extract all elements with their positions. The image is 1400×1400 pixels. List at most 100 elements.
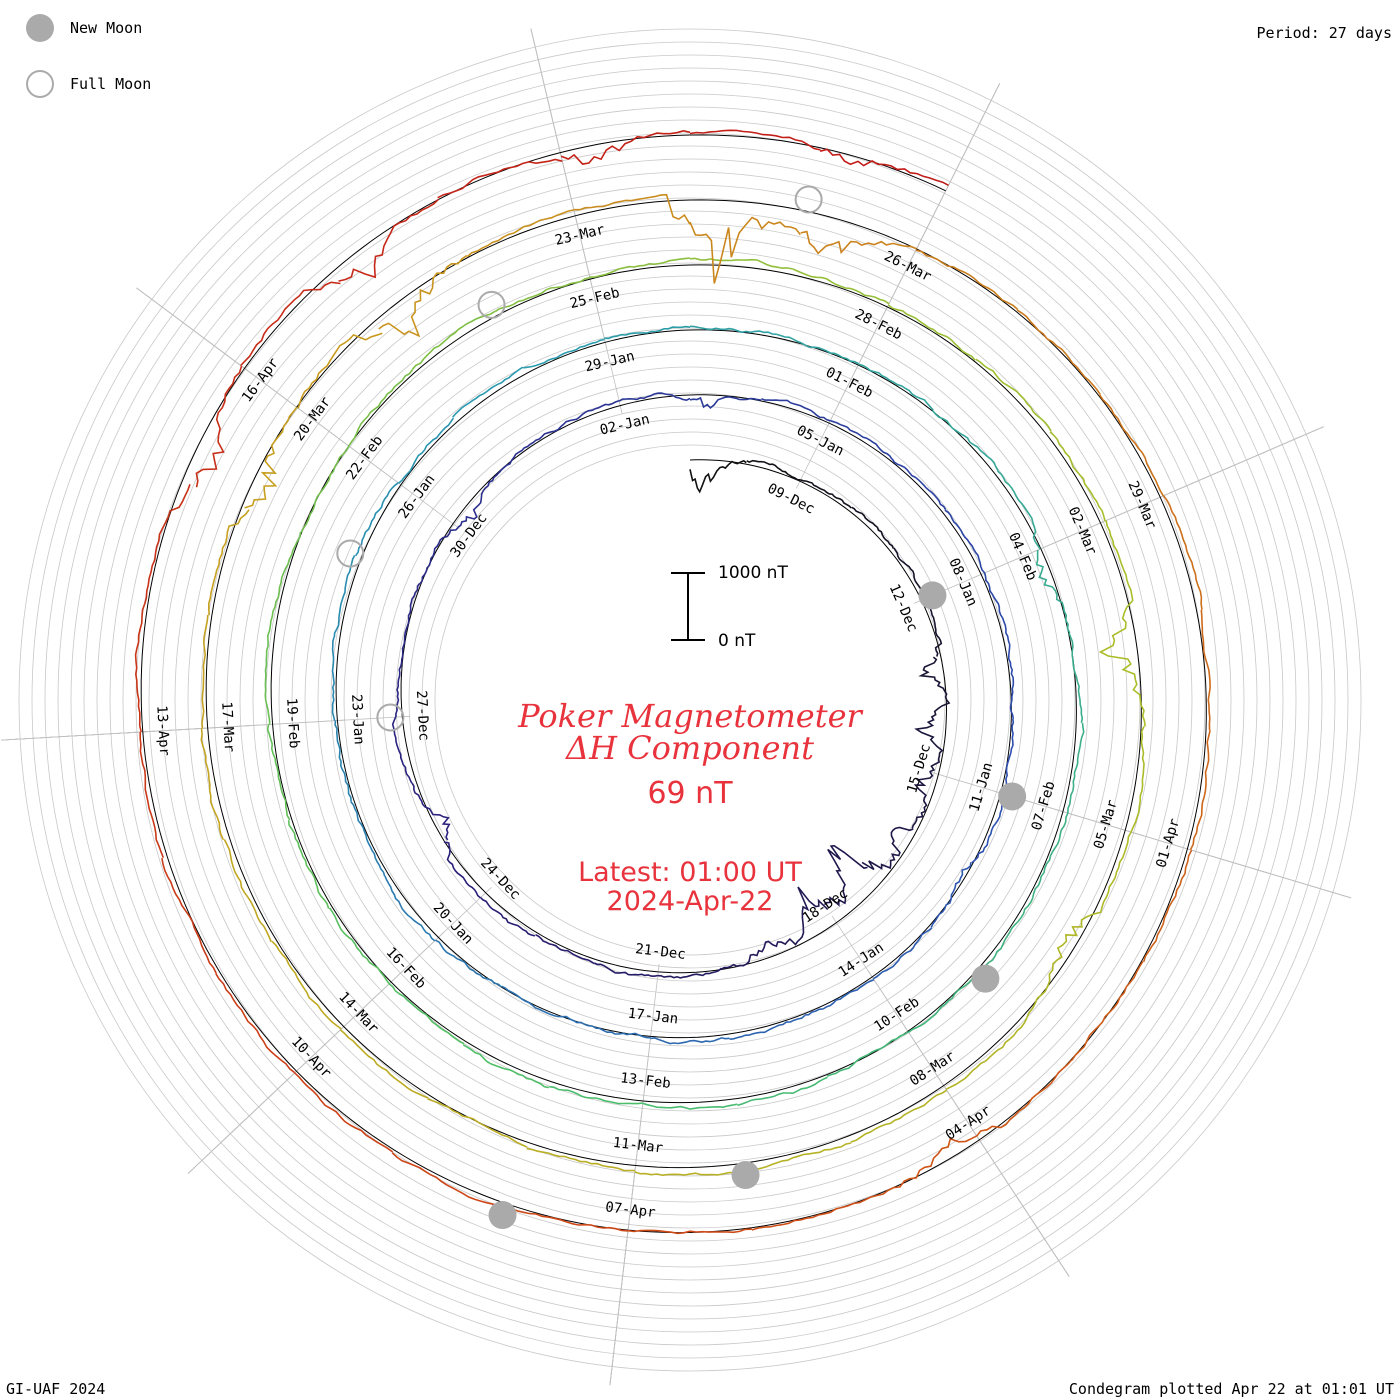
trace-segment [437,158,563,199]
trace-segment [642,1102,738,1110]
trace-segment [287,820,330,909]
date-label: 07-Apr [604,1199,656,1221]
trace-segment [911,771,934,829]
trace-segment [751,1196,872,1231]
trace-segment [689,325,777,335]
trace-segment [200,728,225,841]
trace-segment [721,940,779,970]
trace-segment [800,479,852,509]
trace-segment [650,1037,730,1045]
trace-segment [334,720,352,802]
trace-segment [452,366,524,418]
full-moon-label: Full Moon [70,75,152,93]
reference-circle [330,340,1050,1060]
reference-circle [304,314,1076,1086]
date-label: 17-Mar [218,701,237,752]
trace-segment [1099,394,1164,497]
reference-circle [96,106,1284,1294]
trace-segment [861,826,914,871]
trace-segment [930,862,972,928]
trace-segment [161,857,218,974]
trace-segment [932,410,999,472]
trace-segment [388,983,465,1045]
reference-circle [226,236,1154,1164]
trace-segment [891,458,947,511]
date-label: 29-Mar [1124,479,1159,532]
latest-time: Latest: 01:00 UT 2024-Apr-22 [440,858,940,916]
trace-segment [240,281,341,367]
full-moon-icon [26,70,54,98]
trace-segment [494,276,591,313]
moon-markers [336,185,1027,1230]
radial-spoke [912,83,1001,257]
trace-segment [294,1072,394,1153]
legend-new-moon: New Moon [26,14,142,42]
trace-segment [333,555,356,638]
new-moon-marker [998,782,1027,811]
trace-segment [830,419,893,460]
reference-circle [343,353,1037,1047]
chart-title: Poker Magnetometer ΔH Component [440,700,940,764]
trace-segment [331,636,336,721]
date-label: 02-Jan [598,411,651,438]
reference-circle [395,405,985,995]
reference-circle [291,301,1089,1099]
trace-segment [858,363,934,411]
trace-segment [297,332,383,409]
trace-segment [689,396,762,409]
trace-segment [689,257,793,270]
new-moon-marker [731,1161,760,1190]
date-label: 27-Dec [413,690,432,741]
new-moon-marker [971,964,1000,993]
trace-segment [195,365,243,488]
trace-segment [604,325,691,340]
reference-circle [356,366,1024,1034]
scale-bar [671,572,705,641]
trace-segment [1071,961,1144,1061]
trace-segment [777,886,829,946]
trace-segment [944,509,986,574]
trace-segment [384,875,436,942]
trace-segment [593,962,658,978]
trace-segment [1026,926,1083,1019]
trace-segment [1016,309,1101,396]
trace-segment [1162,495,1203,610]
new-moon-marker [918,581,947,610]
trace-segment [398,417,455,484]
reference-circle [70,80,1310,1320]
reference-circle [187,197,1193,1203]
trace-segment [689,129,821,151]
legend-full-moon: Full Moon [26,70,151,98]
trace-segment [977,897,1034,973]
trace-segment [996,470,1041,550]
reference-circle [421,431,959,969]
trace-segment [819,148,949,187]
trace-segment [560,129,691,165]
radial-spoke [609,1222,630,1386]
trace-segment [480,897,536,937]
reference-circle [44,54,1336,1346]
date-label: 20-Mar [291,394,334,444]
trace-segment [589,257,691,278]
trace-segment [1142,849,1193,963]
reference-circles [18,28,1362,1372]
trace-segment [908,972,980,1033]
reference-circle [18,28,1362,1372]
reference-circle [161,171,1219,1229]
trace-segment [975,358,1052,432]
period-label: Period: 27 days [1256,24,1392,42]
trace-segment [339,1029,429,1099]
reference-circle [135,145,1245,1255]
reference-circle [252,262,1128,1138]
trace-segment [266,724,291,821]
date-label: 23-Jan [348,694,367,745]
trace-segment [657,967,722,979]
trace-segment [945,1017,1028,1091]
trace-segment [466,209,574,258]
trace-segment [887,304,976,361]
trace-segment [144,484,191,605]
radial-spoke [136,287,252,374]
trace-segment [554,400,620,432]
trace-segment [915,249,1019,311]
trace-segment [419,526,459,585]
